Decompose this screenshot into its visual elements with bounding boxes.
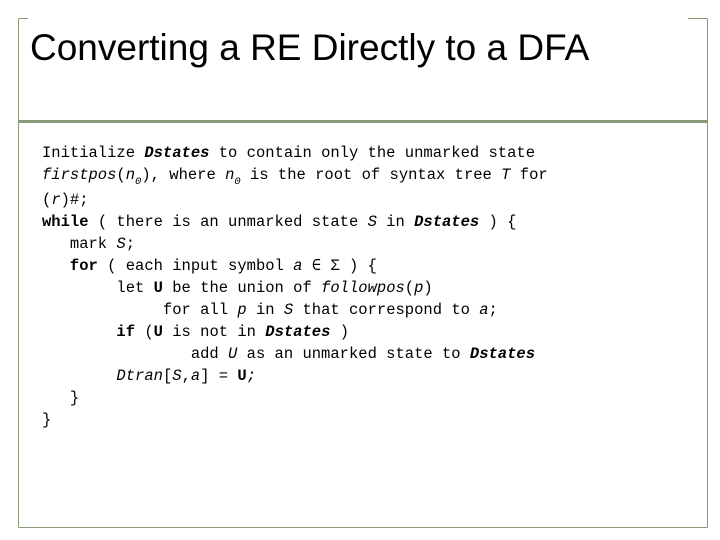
t: Dstates (414, 213, 479, 231)
t: S (368, 213, 377, 231)
algorithm-body: Initialize Dstates to contain only the u… (42, 142, 692, 431)
t: } (42, 411, 51, 429)
t: a (191, 367, 200, 385)
t: r (51, 191, 60, 209)
t: Dstates (144, 144, 209, 162)
t: p (237, 301, 246, 319)
t: followpos (321, 279, 405, 297)
t: [ (163, 367, 172, 385)
t (42, 257, 70, 275)
t: Dstates (470, 345, 535, 363)
t: ) { (479, 213, 516, 231)
t: as an unmarked state to (237, 345, 470, 363)
t: firstpos (42, 166, 116, 184)
t: a (479, 301, 488, 319)
t: if (116, 323, 135, 341)
t: n (225, 166, 234, 184)
t: in (247, 301, 284, 319)
t: let (42, 279, 154, 297)
t: U (228, 345, 237, 363)
t: )#; (61, 191, 89, 209)
t: ; (489, 301, 498, 319)
t: ; (247, 367, 256, 385)
t: ( (135, 323, 154, 341)
t: add (42, 345, 228, 363)
t: be the union of (163, 279, 321, 297)
t: ( (42, 191, 51, 209)
t: U (154, 279, 163, 297)
t: S (172, 367, 181, 385)
t: is the root of syntax tree (241, 166, 501, 184)
t: mark (42, 235, 116, 253)
t: , (182, 367, 191, 385)
t: ( each input symbol (98, 257, 293, 275)
t: n (126, 166, 135, 184)
t (42, 367, 116, 385)
t: that correspond to (293, 301, 479, 319)
t: ( (116, 166, 125, 184)
t: S (116, 235, 125, 253)
title-underline (18, 120, 708, 123)
t: ] = (200, 367, 237, 385)
t: Initialize (42, 144, 144, 162)
t: 0 (135, 176, 141, 188)
t: U (154, 323, 163, 341)
t: for (70, 257, 98, 275)
t: 0 (234, 176, 240, 188)
t: ) (423, 279, 432, 297)
t: while (42, 213, 89, 231)
t (42, 323, 116, 341)
t: S (284, 301, 293, 319)
t: is not in (163, 323, 265, 341)
t: ∈ Σ ) { (302, 257, 376, 275)
slide-title: Converting a RE Directly to a DFA (28, 26, 700, 74)
t: Dstates (265, 323, 330, 341)
t: Dtran (116, 367, 163, 385)
t: ( (405, 279, 414, 297)
t: U (237, 367, 246, 385)
t: ( there is an unmarked state (89, 213, 368, 231)
t: ), where (141, 166, 225, 184)
t: ; (126, 235, 135, 253)
t: to contain only the unmarked state (209, 144, 535, 162)
t: in (377, 213, 414, 231)
t: } (42, 389, 79, 407)
t: ) (330, 323, 349, 341)
title-border-cover (28, 18, 688, 26)
t: for (510, 166, 547, 184)
t: for all (42, 301, 237, 319)
